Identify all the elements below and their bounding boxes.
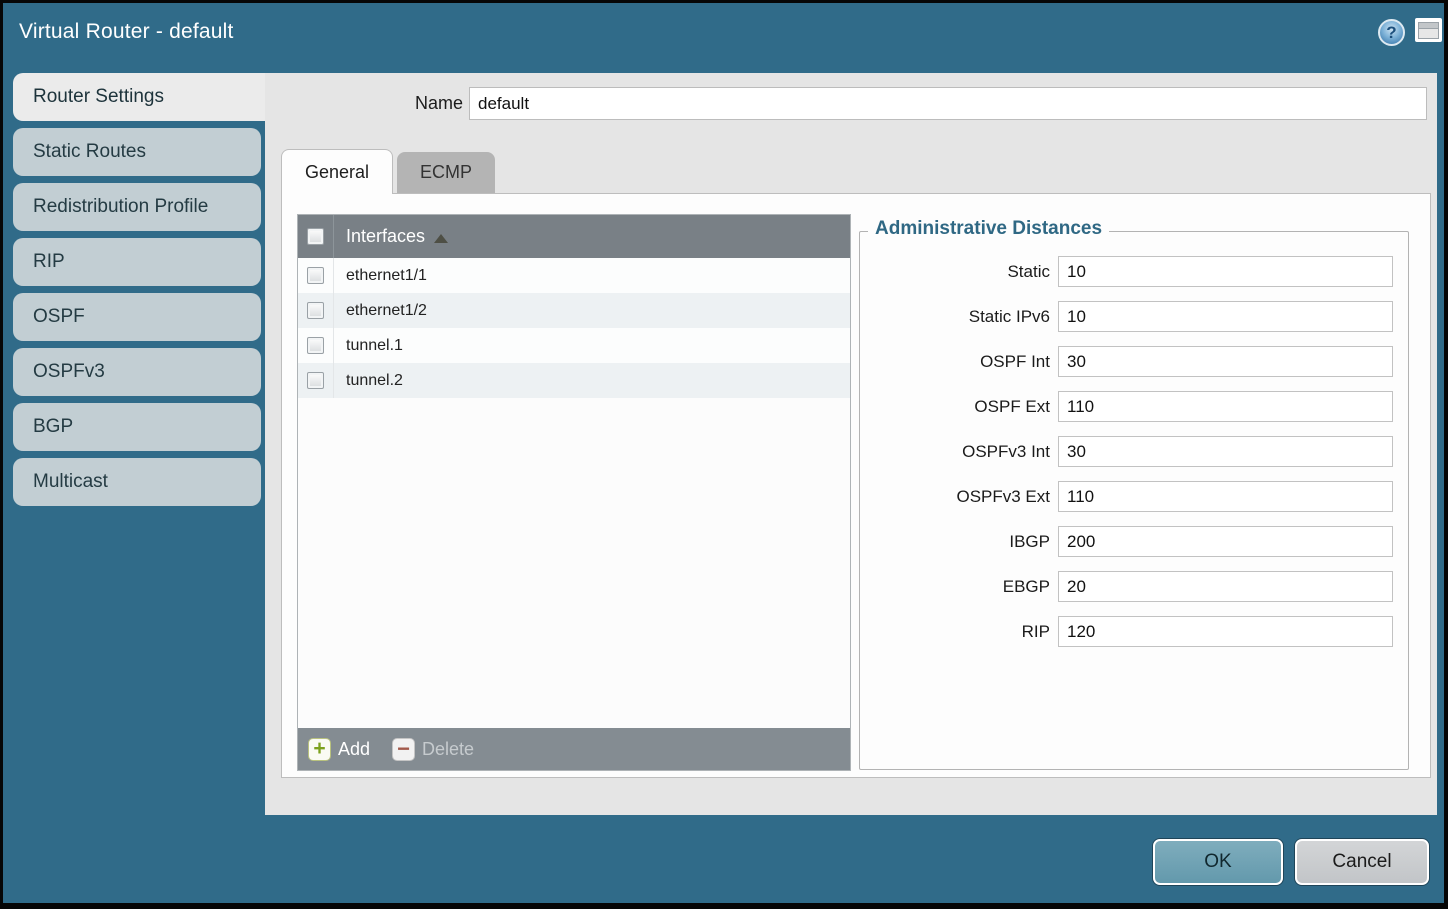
sidebar-item-label: Router Settings bbox=[33, 86, 164, 107]
rip-label: RIP bbox=[1021, 621, 1050, 641]
ospf-ext-input[interactable] bbox=[1058, 391, 1393, 422]
table-empty-area bbox=[298, 398, 850, 728]
sidebar-item-label: Redistribution Profile bbox=[33, 196, 209, 217]
tab-ecmp[interactable]: ECMP bbox=[397, 152, 495, 194]
table-footer-toolbar: + Add − Delete bbox=[298, 728, 850, 770]
admin-distance-row: Static IPv6 bbox=[860, 301, 1408, 332]
name-input[interactable] bbox=[469, 87, 1427, 120]
table-row[interactable]: tunnel.1 bbox=[298, 328, 850, 363]
static-input[interactable] bbox=[1058, 256, 1393, 287]
interfaces-table: Interfaces ethernet1/1 ethernet1/2 tunne… bbox=[297, 214, 851, 771]
sidebar-item-ospfv3[interactable]: OSPFv3 bbox=[13, 348, 261, 396]
sidebar-item-router-settings[interactable]: Router Settings bbox=[13, 73, 265, 121]
ebgp-input[interactable] bbox=[1058, 571, 1393, 602]
sort-ascending-icon bbox=[434, 233, 449, 243]
sidebar-item-multicast[interactable]: Multicast bbox=[13, 458, 261, 506]
sidebar-item-label: OSPF bbox=[33, 306, 85, 327]
cancel-button[interactable]: Cancel bbox=[1295, 839, 1429, 885]
admin-distance-row: RIP bbox=[860, 616, 1408, 647]
select-all-checkbox[interactable] bbox=[307, 228, 324, 245]
administrative-distances-title: Administrative Distances bbox=[868, 218, 1110, 240]
sidebar-item-label: Multicast bbox=[33, 471, 108, 492]
ok-button[interactable]: OK bbox=[1153, 839, 1283, 885]
sidebar-item-label: BGP bbox=[33, 416, 74, 437]
row-checkbox[interactable] bbox=[307, 302, 324, 319]
plus-icon: + bbox=[308, 737, 331, 761]
ospf-ext-label: OSPF Ext bbox=[974, 396, 1050, 416]
row-checkbox[interactable] bbox=[307, 372, 324, 389]
interface-name: ethernet1/2 bbox=[346, 301, 427, 319]
sidebar-item-bgp[interactable]: BGP bbox=[13, 403, 261, 451]
ibgp-label: IBGP bbox=[1009, 531, 1050, 551]
name-label: Name bbox=[414, 93, 463, 113]
add-button[interactable]: + Add bbox=[308, 737, 371, 761]
maximize-icon-glyph bbox=[1418, 22, 1439, 39]
table-row[interactable]: ethernet1/1 bbox=[298, 258, 850, 293]
sidebar-item-label: OSPFv3 bbox=[33, 361, 105, 382]
static-ipv6-label: Static IPv6 bbox=[968, 306, 1050, 326]
sidebar-item-static-routes[interactable]: Static Routes bbox=[13, 128, 261, 176]
table-row[interactable]: ethernet1/2 bbox=[298, 293, 850, 328]
sidebar-item-ospf[interactable]: OSPF bbox=[13, 293, 261, 341]
sidebar-item-label: Static Routes bbox=[33, 141, 146, 162]
static-ipv6-input[interactable] bbox=[1058, 301, 1393, 332]
add-button-label: Add bbox=[338, 738, 371, 759]
ospfv3-ext-input[interactable] bbox=[1058, 481, 1393, 512]
sidebar-item-rip[interactable]: RIP bbox=[13, 238, 261, 286]
admin-distance-row: OSPFv3 Ext bbox=[860, 481, 1408, 512]
sidebar-item-label: RIP bbox=[33, 251, 65, 272]
table-row[interactable]: tunnel.2 bbox=[298, 363, 850, 398]
interfaces-column-header[interactable]: Interfaces bbox=[298, 215, 850, 258]
interface-name: tunnel.1 bbox=[346, 336, 403, 354]
admin-distance-row: OSPF Int bbox=[860, 346, 1408, 377]
admin-distance-row: OSPF Ext bbox=[860, 391, 1408, 422]
dialog-title: Virtual Router - default bbox=[19, 20, 234, 43]
maximize-icon[interactable] bbox=[1415, 18, 1442, 42]
rip-input[interactable] bbox=[1058, 616, 1393, 647]
ospfv3-ext-label: OSPFv3 Ext bbox=[956, 486, 1050, 506]
sidebar-item-redistribution-profile[interactable]: Redistribution Profile bbox=[13, 183, 261, 231]
tab-general[interactable]: General bbox=[281, 149, 393, 194]
admin-distance-row: OSPFv3 Int bbox=[860, 436, 1408, 467]
ebgp-label: EBGP bbox=[1002, 576, 1050, 596]
interface-name: ethernet1/1 bbox=[346, 266, 427, 284]
admin-distance-row: Static bbox=[860, 256, 1408, 287]
row-checkbox[interactable] bbox=[307, 337, 324, 354]
minus-icon: − bbox=[392, 737, 416, 761]
interfaces-header-label: Interfaces bbox=[346, 226, 426, 246]
delete-button-label: Delete bbox=[422, 738, 475, 759]
admin-distance-row: IBGP bbox=[860, 526, 1408, 557]
row-checkbox[interactable] bbox=[307, 267, 324, 284]
administrative-distances-group: Administrative Distances Static Static I… bbox=[859, 218, 1409, 770]
delete-button[interactable]: − Delete bbox=[392, 737, 475, 761]
ospf-int-input[interactable] bbox=[1058, 346, 1393, 377]
ospfv3-int-label: OSPFv3 Int bbox=[962, 441, 1050, 461]
ospf-int-label: OSPF Int bbox=[980, 351, 1050, 371]
ospfv3-int-input[interactable] bbox=[1058, 436, 1393, 467]
admin-distance-row: EBGP bbox=[860, 571, 1408, 602]
ibgp-input[interactable] bbox=[1058, 526, 1393, 557]
interface-name: tunnel.2 bbox=[346, 371, 403, 389]
general-tab-panel: Interfaces ethernet1/1 ethernet1/2 tunne… bbox=[281, 193, 1431, 778]
static-label: Static bbox=[1007, 261, 1050, 281]
help-icon[interactable]: ? bbox=[1378, 19, 1405, 46]
